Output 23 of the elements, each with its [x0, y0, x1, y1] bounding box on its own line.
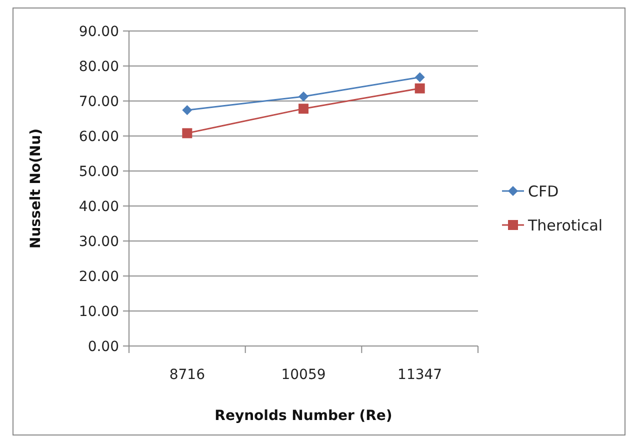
x-axis-title: Reynolds Number (Re): [214, 408, 392, 424]
point: [298, 104, 308, 114]
y-tick-label: 50.00: [78, 164, 119, 180]
y-tick-label: 10.00: [78, 304, 119, 320]
point: [182, 128, 192, 138]
x-tick-label: 11347: [398, 367, 442, 383]
y-tick-label: 60.00: [78, 128, 119, 145]
y-tick-label: 70.00: [78, 94, 119, 110]
legend-label: CFD: [528, 182, 559, 200]
y-tick-label: 90.00: [78, 24, 119, 40]
y-tick-label: 20.00: [78, 268, 119, 285]
point: [414, 83, 425, 94]
y-tick-label: 80.00: [78, 58, 119, 75]
legend-label: Therotical: [527, 216, 603, 234]
point: [298, 91, 308, 102]
point: [182, 105, 192, 116]
y-tick-label: 0.00: [88, 338, 119, 355]
point: [414, 72, 425, 82]
y-tick-label: 30.00: [78, 234, 119, 250]
x-tick-label: 10059: [281, 367, 326, 383]
x-tick-label: 8716: [169, 367, 206, 383]
y-tick-label: 40.00: [78, 198, 119, 215]
y-axis-title: Nusselt No(Nu): [28, 128, 44, 249]
